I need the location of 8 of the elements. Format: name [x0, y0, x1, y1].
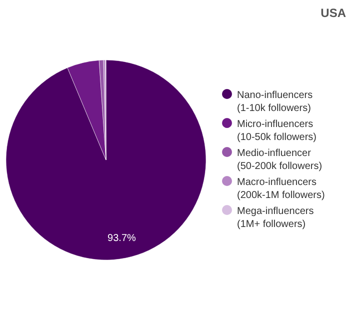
pie-slice	[6, 60, 206, 260]
legend-label: Mega-influencers (1M+ followers)	[237, 206, 314, 230]
data-label: 93.7%	[108, 233, 136, 244]
chart-title: USA	[320, 6, 346, 20]
legend-label: Macro-influencers (200k-1M followers)	[237, 177, 325, 201]
legend-label: Nano-influencers (1-10k followers)	[237, 90, 313, 114]
legend-label: Medio-influencer (50-200k followers)	[237, 148, 322, 172]
legend-label: Micro-influencers (10-50k followers)	[237, 119, 316, 143]
